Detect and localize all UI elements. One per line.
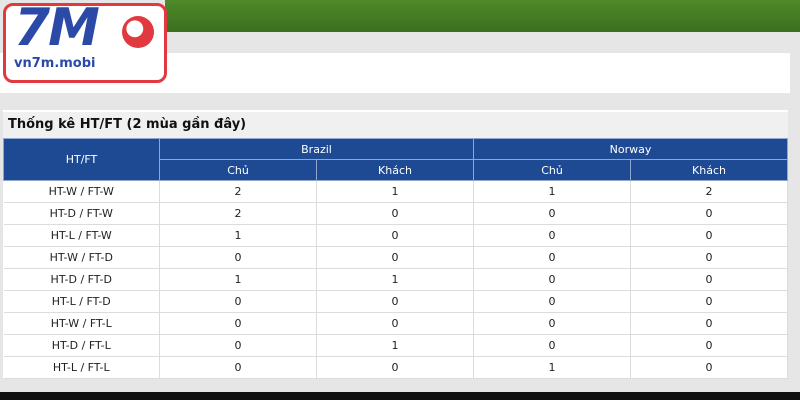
cell: 0 — [630, 268, 788, 291]
table-head: HT/FT Brazil Norway Chủ Khách Chủ Khách — [3, 138, 788, 181]
logo-brand: 7M — [14, 0, 100, 58]
row-label: HT-L / FT-D — [3, 290, 160, 313]
cell: 1 — [159, 268, 317, 291]
cell: 1 — [473, 356, 631, 379]
cell: 0 — [630, 202, 788, 225]
row-label: HT-D / FT-L — [3, 334, 160, 357]
footer-bar — [0, 392, 800, 400]
stats-panel: Thống kê HT/FT (2 mùa gần đây) HT/FT Braz… — [3, 110, 788, 379]
team-header: Norway — [473, 138, 788, 160]
row-label: HT-W / FT-D — [3, 246, 160, 269]
cell: 2 — [159, 180, 317, 203]
data-row: HT-W / FT-W 2 1 1 2 — [3, 180, 788, 203]
sub-header: Khách — [316, 159, 474, 181]
row-label: HT-W / FT-L — [3, 312, 160, 335]
htft-table: HT/FT Brazil Norway Chủ Khách Chủ Khách HT-W /… — [3, 138, 788, 379]
data-row: HT-L / FT-L 0 0 1 0 — [3, 356, 788, 379]
cell: 0 — [316, 356, 474, 379]
banner — [165, 0, 800, 32]
logo-domain: vn7m.mobi — [14, 56, 96, 71]
cell: 2 — [630, 180, 788, 203]
row-label: HT-W / FT-W — [3, 180, 160, 203]
panel-title: Thống kê HT/FT (2 mùa gần đây) — [3, 112, 788, 138]
row-label: HT-L / FT-W — [3, 224, 160, 247]
row-label: HT-D / FT-W — [3, 202, 160, 225]
cell: 0 — [159, 290, 317, 313]
cell: 0 — [316, 312, 474, 335]
cell: 0 — [630, 312, 788, 335]
corner-header: HT/FT — [3, 138, 160, 181]
cell: 0 — [473, 312, 631, 335]
cell: 0 — [630, 356, 788, 379]
cell: 0 — [473, 268, 631, 291]
subheader-row: Chủ Khách Chủ Khách — [4, 159, 788, 181]
cell: 0 — [159, 246, 317, 269]
cell: 0 — [159, 334, 317, 357]
cell: 0 — [159, 312, 317, 335]
data-row: HT-D / FT-D 1 1 0 0 — [3, 268, 788, 291]
data-row: HT-L / FT-D 0 0 0 0 — [3, 290, 788, 313]
data-row: HT-D / FT-L 0 1 0 0 — [3, 334, 788, 357]
cell: 0 — [473, 202, 631, 225]
cell: 0 — [630, 246, 788, 269]
cell: 0 — [316, 202, 474, 225]
sub-header: Chủ — [159, 159, 317, 181]
cell: 0 — [316, 290, 474, 313]
sub-header: Chủ — [473, 159, 631, 181]
team-header: Brazil — [159, 138, 474, 160]
row-label: HT-L / FT-L — [3, 356, 160, 379]
data-row: HT-D / FT-W 2 0 0 0 — [3, 202, 788, 225]
logo[interactable]: 7M vn7m.mobi — [3, 0, 167, 83]
cell: 1 — [316, 180, 474, 203]
cell: 2 — [159, 202, 317, 225]
cell: 0 — [316, 246, 474, 269]
data-row: HT-L / FT-W 1 0 0 0 — [3, 224, 788, 247]
cell: 1 — [159, 224, 317, 247]
cell: 0 — [316, 224, 474, 247]
cell: 1 — [316, 268, 474, 291]
cell: 0 — [630, 224, 788, 247]
sub-header: Khách — [630, 159, 788, 181]
cell: 0 — [473, 290, 631, 313]
cell: 0 — [630, 334, 788, 357]
cell: 0 — [473, 224, 631, 247]
table-body: HT-W / FT-W 2 1 1 2 HT-D / FT-W 2 0 0 0 HT-L / FT-… — [3, 180, 788, 379]
cell: 0 — [473, 246, 631, 269]
cell: 0 — [630, 290, 788, 313]
cell: 1 — [473, 180, 631, 203]
row-label: HT-D / FT-D — [3, 268, 160, 291]
data-row: HT-W / FT-D 0 0 0 0 — [3, 246, 788, 269]
logo-ball — [122, 16, 154, 48]
data-row: HT-W / FT-L 0 0 0 0 — [3, 312, 788, 335]
cell: 1 — [316, 334, 474, 357]
cell: 0 — [159, 356, 317, 379]
header-row: HT/FT Brazil Norway — [3, 138, 788, 181]
cell: 0 — [473, 334, 631, 357]
